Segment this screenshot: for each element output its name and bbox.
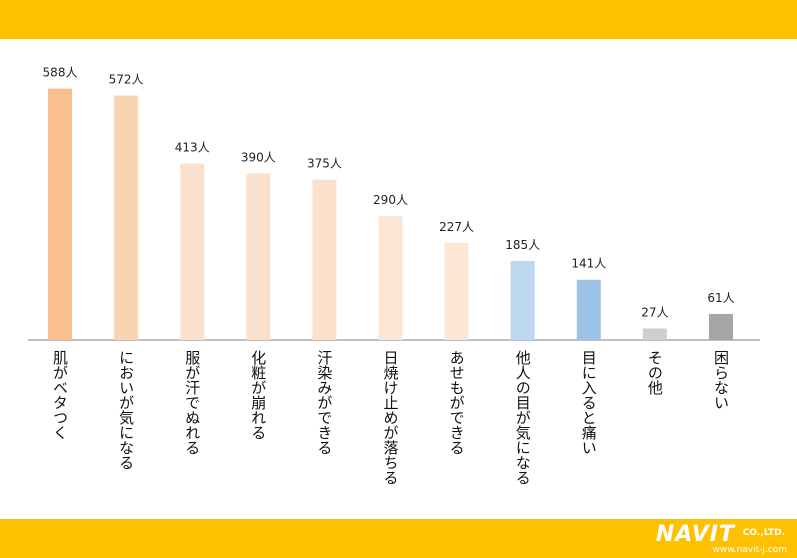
- bars-group: [48, 88, 733, 340]
- bar-9: [576, 279, 601, 340]
- bar-value-label-6: 290人: [373, 193, 408, 207]
- navit-logo: NAVIT CO.,LTD. www.navit-j.com: [631, 519, 791, 558]
- bar-value-label-11: 61人: [707, 291, 734, 305]
- bar-5: [312, 179, 337, 340]
- top-banner: [0, 0, 797, 39]
- bar-7: [444, 242, 469, 340]
- value-labels-group: 588人 572人 413人 390人 375人 290人 227人 185人 141人 27人 6…: [43, 66, 735, 320]
- category-label-4: 化粧が崩れる: [249, 350, 267, 440]
- bottom-banner: [0, 519, 797, 558]
- category-label-7: あせもができる: [448, 350, 466, 455]
- bar-2: [114, 95, 139, 340]
- logo-url: www.navit-j.com: [712, 545, 787, 555]
- logo-brand: NAVIT: [655, 522, 735, 547]
- category-labels-group: 肌がベタつく においが気になる 服が汗でぬれる 化粧が崩れる 汗染みができる 日焼け止めが…: [51, 350, 730, 485]
- category-label-2: においが気になる: [117, 350, 135, 470]
- bar-value-label-8: 185人: [505, 238, 540, 252]
- category-label-11: 困らない: [712, 350, 730, 410]
- bar-value-label-2: 572人: [109, 73, 144, 87]
- category-label-3: 服が汗でぬれる: [183, 350, 201, 455]
- bar-value-label-5: 375人: [307, 157, 342, 171]
- bar-value-label-10: 27人: [641, 305, 668, 319]
- bar-value-label-4: 390人: [241, 150, 276, 164]
- logo-suffix: CO.,LTD.: [742, 528, 785, 538]
- category-label-8: 他人の目が気になる: [514, 350, 532, 485]
- bar-8: [510, 260, 535, 340]
- bar-3: [180, 163, 205, 340]
- category-label-6: 日焼け止めが落ちる: [382, 350, 400, 485]
- category-label-10: その他: [646, 350, 664, 396]
- bar-1: [48, 88, 72, 340]
- bar-11: [709, 313, 733, 340]
- category-label-5: 汗染みができる: [315, 350, 333, 455]
- category-label-1: 肌がベタつく: [51, 350, 69, 440]
- bar-value-label-9: 141人: [571, 257, 606, 271]
- category-label-9: 目に入ると痛い: [580, 350, 598, 455]
- bar-6: [378, 216, 403, 340]
- bar-value-label-7: 227人: [439, 220, 474, 234]
- bar-value-label-3: 413人: [175, 140, 210, 154]
- bar-10: [642, 328, 667, 340]
- bar-value-label-1: 588人: [43, 66, 78, 80]
- bar-4: [246, 173, 271, 340]
